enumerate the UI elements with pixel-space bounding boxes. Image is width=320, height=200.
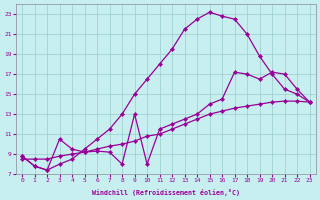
X-axis label: Windchill (Refroidissement éolien,°C): Windchill (Refroidissement éolien,°C) <box>92 189 240 196</box>
